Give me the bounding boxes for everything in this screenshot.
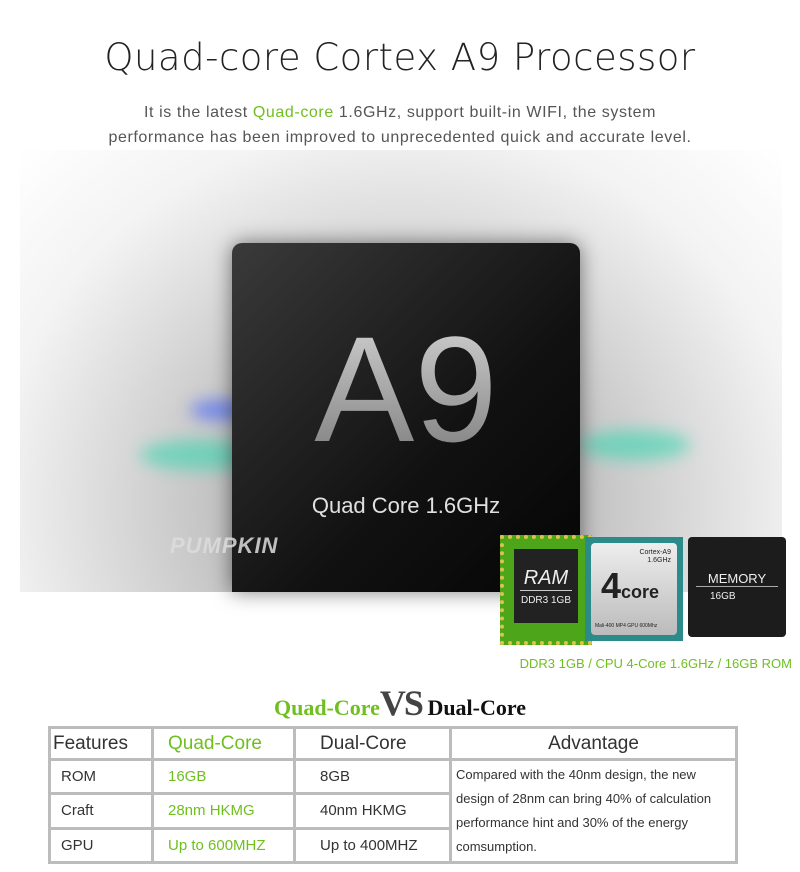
chip-caption: Quad Core 1.6GHz xyxy=(311,493,501,518)
memory-spec: 16GB xyxy=(710,591,736,602)
advantage-text: Compared with the 40nm design, the new d… xyxy=(449,758,738,864)
cell: 16GB xyxy=(151,757,296,796)
brand-logo: PUMPKIN xyxy=(170,533,279,558)
spec-line: DDR3 1GB / CPU 4-Core 1.6GHz / 16GB ROM xyxy=(519,656,792,671)
cell: 28nm HKMG xyxy=(151,792,296,830)
chip-model: A9 xyxy=(232,303,580,476)
vs-right: Dual-Core xyxy=(427,695,527,720)
a9-chip: A9 Quad Core 1.6GHz xyxy=(232,243,580,592)
table-header: Features Quad-Core Dual-Core Advantage xyxy=(48,726,738,761)
cell: ROM xyxy=(48,757,154,796)
subtitle-line2: performance has been improved to unprece… xyxy=(108,129,692,146)
cpu-chip: Cortex-A9 1.6GHz 4core Mali-400 MP4 GPU 6… xyxy=(585,537,683,641)
cell: Up to 400MHZ xyxy=(293,826,452,865)
header-advantage: Advantage xyxy=(449,726,738,761)
comparison-heading: Quad-CoreVS Dual-Core xyxy=(0,682,800,724)
vs-left: Quad-Core xyxy=(273,695,380,720)
cell: 40nm HKMG xyxy=(293,792,452,830)
ram-label: RAM xyxy=(520,567,572,591)
cpu-core-label: core xyxy=(621,582,660,602)
vs-mid: VS xyxy=(379,683,424,723)
header-dual: Dual-Core xyxy=(293,726,452,761)
table-row: GPU Up to 600MHZ Up to 400MHZ xyxy=(48,826,737,865)
subtitle-text: It is the latest xyxy=(143,104,253,121)
subtitle-text: 1.6GHz, support built-in WIFI, the syste… xyxy=(333,104,657,121)
subtitle: It is the latest Quad-core 1.6GHz, suppo… xyxy=(0,100,800,150)
cell: Craft xyxy=(48,792,154,830)
cpu-brand: Cortex-A9 xyxy=(639,549,671,556)
ram-chip: RAM DDR3 1GB xyxy=(500,535,592,645)
memory-chip: MEMORY 16GB xyxy=(688,537,786,637)
cell: Up to 600MHZ xyxy=(151,826,296,865)
cpu-gpu: Mali-400 MP4 GPU 600Mhz xyxy=(595,623,658,629)
cpu-freq: 1.6GHz xyxy=(647,557,671,564)
cell: 8GB xyxy=(293,757,452,796)
cpu-core-count: 4 xyxy=(601,565,622,606)
comparison-table: Features Quad-Core Dual-Core Advantage R… xyxy=(48,726,738,865)
cell: GPU xyxy=(48,826,154,865)
ram-spec: DDR3 1GB xyxy=(520,595,571,606)
glow xyxy=(580,430,690,460)
subtitle-highlight: Quad-core xyxy=(252,104,334,121)
memory-label: MEMORY xyxy=(696,571,778,587)
page-title: Quad-core Cortex A9 Processor xyxy=(104,36,696,79)
table-row: ROM 16GB 8GB Compared with the 40nm desi… xyxy=(48,757,738,864)
table-row: Craft 28nm HKMG 40nm HKMG xyxy=(48,792,737,830)
header-quad: Quad-Core xyxy=(151,726,296,761)
header-features: Features xyxy=(48,726,154,761)
